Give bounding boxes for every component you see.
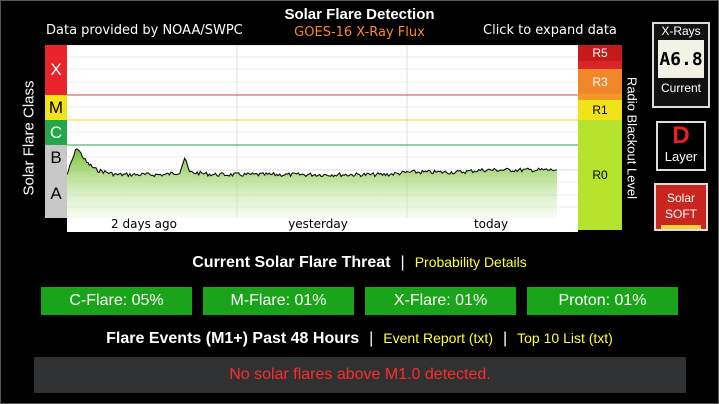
xray-flux-plot[interactable] bbox=[66, 44, 578, 218]
flux-line bbox=[66, 148, 557, 178]
events-header: Flare Events (M1+) Past 48 Hours | Event R… bbox=[0, 330, 719, 348]
events-title: Flare Events (M1+) Past 48 Hours bbox=[106, 330, 360, 347]
class-x: X bbox=[45, 45, 67, 95]
x-tick-2-days-ago: 2 days ago bbox=[111, 217, 177, 231]
solarsoft-button[interactable]: Solar SOFT bbox=[654, 183, 708, 231]
events-separator-2: | bbox=[502, 330, 508, 347]
class-m: M bbox=[45, 95, 67, 120]
x-axis: 2 days ago yesterday today bbox=[67, 217, 578, 232]
d-layer-label: Layer bbox=[664, 149, 698, 164]
threat-separator: | bbox=[400, 254, 405, 271]
x-tick-yesterday: yesterday bbox=[288, 217, 348, 231]
d-layer-letter: D bbox=[672, 122, 690, 149]
data-source-label: Data provided by NOAA/SWPC bbox=[46, 23, 243, 38]
x-flare-probability: X-Flare: 01% bbox=[365, 287, 516, 315]
solarsoft-bar bbox=[661, 225, 701, 229]
xray-flux-chart bbox=[66, 44, 578, 218]
y-axis-label: Solar Flare Class bbox=[20, 79, 38, 196]
event-report-link[interactable]: Event Report (txt) bbox=[383, 330, 493, 346]
threat-title: Current Solar Flare Threat bbox=[192, 254, 391, 271]
blackout-r5: R5 bbox=[578, 45, 622, 61]
blackout-r2 bbox=[578, 94, 622, 100]
current-xray-panel[interactable]: X-Rays A6.8 Current bbox=[652, 22, 710, 108]
blackout-r0: R0 bbox=[578, 120, 622, 230]
solarsoft-line2: SOFT bbox=[665, 207, 697, 221]
widget-subtitle: GOES-16 X-Ray Flux bbox=[294, 25, 425, 40]
x-tick-today: today bbox=[473, 217, 509, 231]
xray-title: X-Rays bbox=[661, 24, 701, 38]
d-layer-button[interactable]: D Layer bbox=[656, 121, 706, 171]
m-flare-probability: M-Flare: 01% bbox=[203, 287, 354, 315]
class-a: A bbox=[45, 170, 67, 218]
proton-probability: Proton: 01% bbox=[527, 287, 678, 315]
xray-current-value: A6.8 bbox=[658, 40, 704, 78]
flare-status-message: No solar flares above M1.0 detected. bbox=[34, 357, 686, 393]
right-axis-label: Radio Blackout Level bbox=[624, 76, 640, 199]
blackout-r3: R3 bbox=[578, 69, 622, 94]
events-separator-1: | bbox=[369, 330, 374, 347]
threat-header: Current Solar Flare Threat | Probability D… bbox=[0, 254, 719, 272]
probability-details-link[interactable]: Probability Details bbox=[414, 254, 527, 270]
c-flare-probability: C-Flare: 05% bbox=[41, 287, 192, 315]
xray-current-label: Current bbox=[660, 81, 701, 95]
solarsoft-line1: Solar bbox=[666, 191, 695, 205]
class-c: C bbox=[45, 120, 67, 145]
blackout-r1: R1 bbox=[578, 100, 622, 120]
class-b: B bbox=[45, 145, 67, 170]
top10-list-link[interactable]: Top 10 List (txt) bbox=[517, 330, 613, 346]
widget-title: Solar Flare Detection bbox=[284, 6, 435, 23]
expand-data-link[interactable]: Click to expand data bbox=[483, 23, 617, 38]
blackout-r4 bbox=[578, 61, 622, 69]
flux-area bbox=[67, 148, 557, 218]
